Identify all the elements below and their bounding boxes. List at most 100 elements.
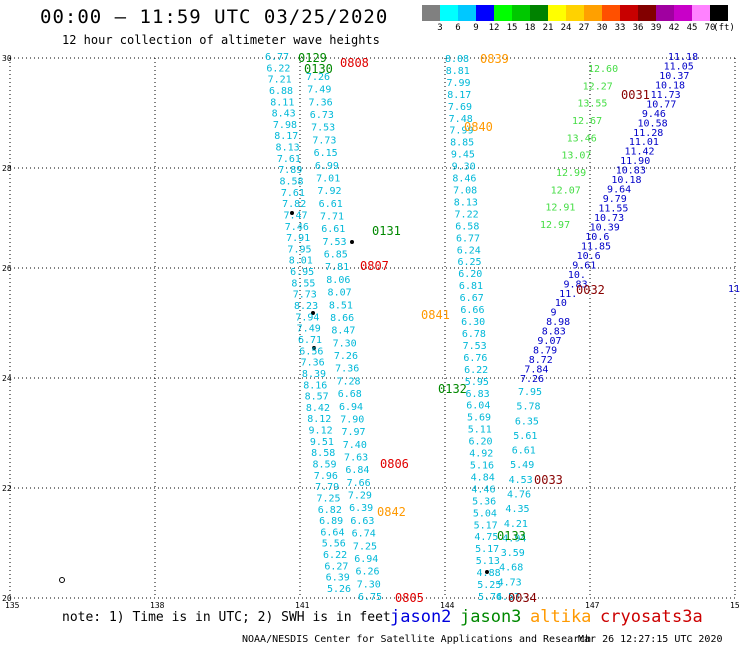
- swh-value-pass-c: 8.08: [445, 54, 469, 65]
- y-tick-label: 20: [2, 594, 12, 603]
- legend-swatch: [476, 5, 494, 21]
- swh-value-pass-d: 7.84: [524, 365, 548, 376]
- y-tick-label: 22: [2, 484, 12, 493]
- swh-value-pass-b: 6.61: [319, 199, 343, 210]
- swh-value-pass-c: 6.81: [459, 281, 483, 292]
- island-dot: [290, 211, 294, 215]
- swh-value-pass-a: 6.27: [324, 561, 348, 572]
- swh-value-pass-c: 5.17: [475, 544, 499, 555]
- page-title: 00:00 – 11:59 UTC 03/25/2020: [40, 6, 389, 28]
- y-tick-label: 26: [2, 264, 12, 273]
- swh-value-pass-a: 6.71: [298, 335, 322, 346]
- swh-value-pass-b: 7.81: [325, 262, 349, 273]
- swh-value-pass-d: 11.85: [581, 241, 611, 252]
- swh-value-pass-f: 4.53: [509, 475, 533, 486]
- swh-value-pass-f: 5.61: [513, 431, 537, 442]
- swh-value-pass-d: 11.55: [598, 204, 628, 215]
- time-label-jason3: 0130: [304, 62, 333, 76]
- time-label-cryosat: 0031: [621, 88, 650, 102]
- legend-swatch: [710, 5, 728, 21]
- swh-value-pass-f: 4.35: [505, 504, 529, 515]
- swh-value-pass-e: 12.99: [556, 168, 586, 179]
- swh-value-pass-b: 7.36: [309, 97, 333, 108]
- swh-value-pass-d: 10.37: [659, 71, 689, 82]
- time-label-cryosat: 0032: [576, 283, 605, 297]
- swh-value-pass-c: 5.16: [470, 460, 494, 471]
- swh-value-pass-a: 8.01: [289, 256, 313, 267]
- swh-value-pass-c: 9.30: [452, 162, 476, 173]
- legend-value: 33: [614, 23, 626, 33]
- legend-value: 42: [668, 23, 680, 33]
- swh-value-pass-c: 5.25: [477, 580, 501, 591]
- swh-value-pass-a: 6.82: [318, 505, 342, 516]
- swh-value-pass-a: 9.12: [309, 426, 333, 437]
- color-scale-legend: [422, 5, 728, 21]
- swh-value-pass-d: 11.73: [651, 90, 681, 101]
- swh-value-pass-f: 4.73: [498, 577, 522, 588]
- swh-value-pass-a: 8.17: [274, 131, 298, 142]
- swh-value-pass-b: 8.66: [330, 313, 354, 324]
- legend-value: 70: [704, 23, 716, 33]
- swh-value-pass-c: 7.53: [463, 341, 487, 352]
- swh-value-pass-a: 8.16: [303, 380, 327, 391]
- swh-value-pass-b: 7.97: [342, 427, 366, 438]
- swh-value-pass-c: 5.69: [467, 413, 491, 424]
- legend-value: 24: [560, 23, 572, 33]
- swh-value-pass-f: 5.49: [510, 460, 534, 471]
- swh-value-pass-c: 6.58: [455, 221, 479, 232]
- time-label-jason3: 0132: [438, 382, 467, 396]
- island-dot: [311, 311, 315, 315]
- swh-value-pass-b: 7.30: [357, 579, 381, 590]
- swh-value-pass-c: 7.22: [455, 209, 479, 220]
- swh-value-pass-d: 8.98: [546, 317, 570, 328]
- legend-swatch: [440, 5, 458, 21]
- mission-label-jason2: jason2: [390, 607, 452, 627]
- swh-value-pass-d: 11.: [559, 289, 577, 300]
- swh-value-pass-c: 5.11: [468, 425, 492, 436]
- swh-value-pass-c: 8.85: [450, 138, 474, 149]
- legend-swatch: [638, 5, 656, 21]
- swh-value-pass-b: 6.85: [324, 250, 348, 261]
- swh-value-pass-c: 6.04: [466, 401, 490, 412]
- swh-value-pass-b: 8.07: [328, 288, 352, 299]
- swh-value-pass-c: 5.17: [474, 520, 498, 531]
- swh-value-pass-c: 9.45: [451, 150, 475, 161]
- swh-value-pass-d: 10.58: [638, 118, 668, 129]
- time-label-altika: 0842: [377, 505, 406, 519]
- swh-value-pass-a: 6.39: [326, 573, 350, 584]
- legend-value: 36: [632, 23, 644, 33]
- swh-value-pass-a: 6.89: [319, 516, 343, 527]
- swh-value-pass-f: 4.94: [502, 533, 526, 544]
- swh-value-pass-d: 10.73: [594, 213, 624, 224]
- legend-value: 18: [524, 23, 536, 33]
- swh-value-pass-b: 6.94: [354, 554, 378, 565]
- swh-value-pass-b: 7.92: [317, 186, 341, 197]
- swh-value-pass-a: 8.59: [312, 459, 336, 470]
- swh-value-pass-d: 10.6: [577, 251, 601, 262]
- legend-value: 3: [437, 23, 443, 33]
- time-label-altika: 0840: [464, 120, 493, 134]
- swh-value-pass-b: 7.53: [311, 123, 335, 134]
- swh-value-pass-d: 9.61: [572, 260, 596, 271]
- time-label-altika: 0839: [480, 52, 509, 66]
- swh-value-pass-c: 6.22: [464, 365, 488, 376]
- swh-value-pass-d: 9: [550, 308, 556, 319]
- legend-value: 27: [578, 23, 590, 33]
- swh-value-pass-f: 4.21: [504, 519, 528, 530]
- swh-value-pass-a: 8.42: [306, 403, 330, 414]
- swh-value-pass-e: 13.46: [567, 133, 597, 144]
- footer-note: note: 1) Time is in UTC; 2) SWH is in fe…: [62, 610, 391, 625]
- mission-label-s3a: s3a: [672, 607, 703, 627]
- swh-value-pass-c: 6.66: [460, 305, 484, 316]
- swh-value-pass-b: 7.28: [336, 376, 360, 387]
- swh-value-pass-a: 6.56: [299, 346, 323, 357]
- swh-value-pass-c: 5.04: [473, 508, 497, 519]
- mission-label-cryosat: cryosat: [600, 607, 672, 627]
- credit-text: NOAA/NESDIS Center for Satellite Applica…: [242, 634, 592, 645]
- swh-value-pass-d: 10.: [568, 270, 586, 281]
- generated-timestamp: Mar 26 12:27:15 UTC 2020: [578, 634, 723, 645]
- swh-value-pass-f: 3.59: [501, 548, 525, 559]
- legend-value: 45: [686, 23, 698, 33]
- swh-value-pass-b: 8.51: [329, 300, 353, 311]
- swh-value-pass-a: 8.55: [291, 278, 315, 289]
